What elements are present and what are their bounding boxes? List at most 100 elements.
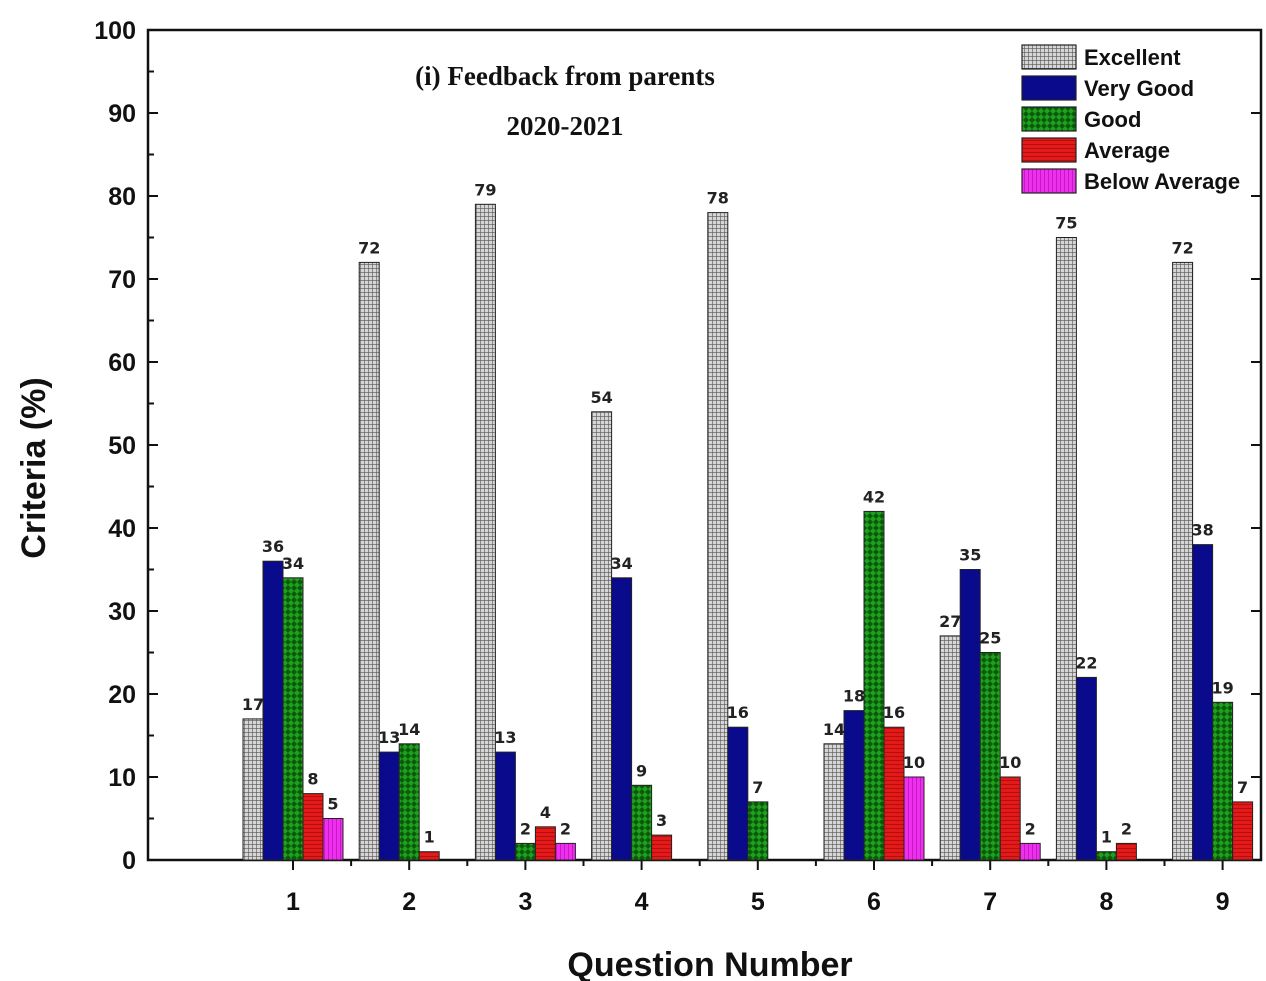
- y-tick-label: 20: [108, 681, 136, 709]
- data-label: 34: [610, 554, 632, 573]
- bar-excellent: [939, 635, 961, 861]
- y-tick-label: 50: [108, 432, 136, 460]
- bar-below-average: [903, 776, 925, 861]
- y-tick-label: 100: [94, 17, 136, 45]
- data-label: 27: [939, 612, 961, 631]
- bar-excellent: [242, 718, 264, 861]
- x-axis: 1 2 3 4 5 6 7 8 9: [286, 860, 1230, 916]
- data-label: 7: [752, 778, 763, 797]
- data-label: 13: [494, 728, 516, 747]
- bar-very-good: [1192, 544, 1214, 861]
- bar-excellent: [1055, 237, 1077, 861]
- y-tick-label: 90: [108, 100, 136, 128]
- legend-swatch: [1021, 44, 1077, 70]
- x-tick-label: 2: [402, 888, 416, 916]
- data-label: 17: [242, 695, 264, 714]
- data-label: 2: [1025, 819, 1036, 838]
- y-tick-label: 30: [108, 598, 136, 626]
- data-label: 1: [424, 828, 435, 847]
- data-label: 42: [863, 487, 885, 506]
- x-tick-label: 1: [286, 888, 300, 916]
- x-tick-label: 6: [867, 888, 881, 916]
- bar-average: [1115, 842, 1137, 861]
- y-tick-label: 0: [122, 847, 136, 875]
- data-label: 2: [560, 819, 571, 838]
- x-tick-label: 7: [983, 888, 997, 916]
- bar-excellent: [358, 261, 380, 861]
- y-tick-label: 60: [108, 349, 136, 377]
- bar-average: [418, 851, 440, 861]
- data-label: 72: [358, 238, 380, 257]
- data-label: 34: [282, 554, 304, 573]
- data-label: 14: [398, 720, 420, 739]
- bar-excellent: [591, 411, 613, 861]
- bar-below-average: [322, 818, 344, 861]
- y-tick-label: 10: [108, 764, 136, 792]
- bar-average: [1232, 801, 1254, 861]
- bar-good: [398, 743, 420, 861]
- bar-excellent: [474, 203, 496, 861]
- bar-good: [863, 510, 885, 861]
- bar-very-good: [959, 569, 981, 861]
- x-tick-label: 4: [635, 888, 649, 916]
- bar-good: [979, 652, 1001, 861]
- bar-very-good: [843, 710, 865, 861]
- bar-good: [1212, 701, 1234, 861]
- bar-excellent: [1172, 261, 1194, 861]
- bar-very-good: [494, 751, 516, 861]
- bar-average: [302, 793, 324, 861]
- x-tick-label: 8: [1099, 888, 1113, 916]
- legend-label: Very Good: [1084, 76, 1194, 101]
- data-label: 13: [378, 728, 400, 747]
- bar-good: [747, 801, 769, 861]
- legend-label: Below Average: [1084, 169, 1240, 194]
- legend-label: Average: [1084, 138, 1170, 163]
- data-label: 19: [1211, 678, 1233, 697]
- bar-very-good: [611, 577, 633, 861]
- data-label: 4: [540, 803, 551, 822]
- data-label: 14: [823, 720, 845, 739]
- bar-below-average: [554, 842, 576, 861]
- bar-average: [883, 726, 905, 861]
- legend-swatch: [1021, 168, 1077, 194]
- y-axis-label: Criteria (%): [15, 377, 53, 558]
- data-label: 16: [727, 703, 749, 722]
- data-label: 7: [1237, 778, 1248, 797]
- legend-swatch: [1021, 137, 1077, 163]
- bar-very-good: [1075, 676, 1097, 861]
- data-label: 38: [1191, 521, 1213, 540]
- bar-average: [999, 776, 1021, 861]
- legend-swatch: [1021, 106, 1077, 132]
- legend-swatch: [1021, 75, 1077, 101]
- y-tick-label: 40: [108, 515, 136, 543]
- data-label: 22: [1075, 653, 1097, 672]
- data-label: 3: [656, 811, 667, 830]
- data-label: 25: [979, 629, 1001, 648]
- data-label: 2: [520, 819, 531, 838]
- data-label: 72: [1171, 238, 1193, 257]
- chart-title: (i) Feedback from parents: [415, 61, 715, 91]
- data-label: 35: [959, 546, 981, 565]
- legend-label: Excellent: [1084, 45, 1181, 70]
- bar-very-good: [378, 751, 400, 861]
- data-label: 10: [999, 753, 1021, 772]
- y-tick-label: 70: [108, 266, 136, 294]
- y-axis: 0 10 20 30 40 50 60 70 80 90 100: [94, 17, 1261, 875]
- data-label: 79: [474, 180, 496, 199]
- bar-good: [1095, 851, 1117, 861]
- bar-excellent: [707, 212, 729, 861]
- data-label: 1: [1101, 828, 1112, 847]
- data-label: 36: [262, 537, 284, 556]
- bar-good: [631, 784, 653, 861]
- legend: Excellent Very Good Good Average Below Avera…: [1021, 44, 1240, 194]
- bar-very-good: [262, 560, 284, 861]
- bar-below-average: [1019, 842, 1041, 861]
- data-label: 78: [707, 189, 729, 208]
- bar-average: [534, 826, 556, 861]
- data-label: 10: [903, 753, 925, 772]
- data-label: 8: [307, 770, 318, 789]
- x-tick-label: 3: [518, 888, 532, 916]
- y-tick-label: 80: [108, 183, 136, 211]
- data-label: 54: [590, 388, 612, 407]
